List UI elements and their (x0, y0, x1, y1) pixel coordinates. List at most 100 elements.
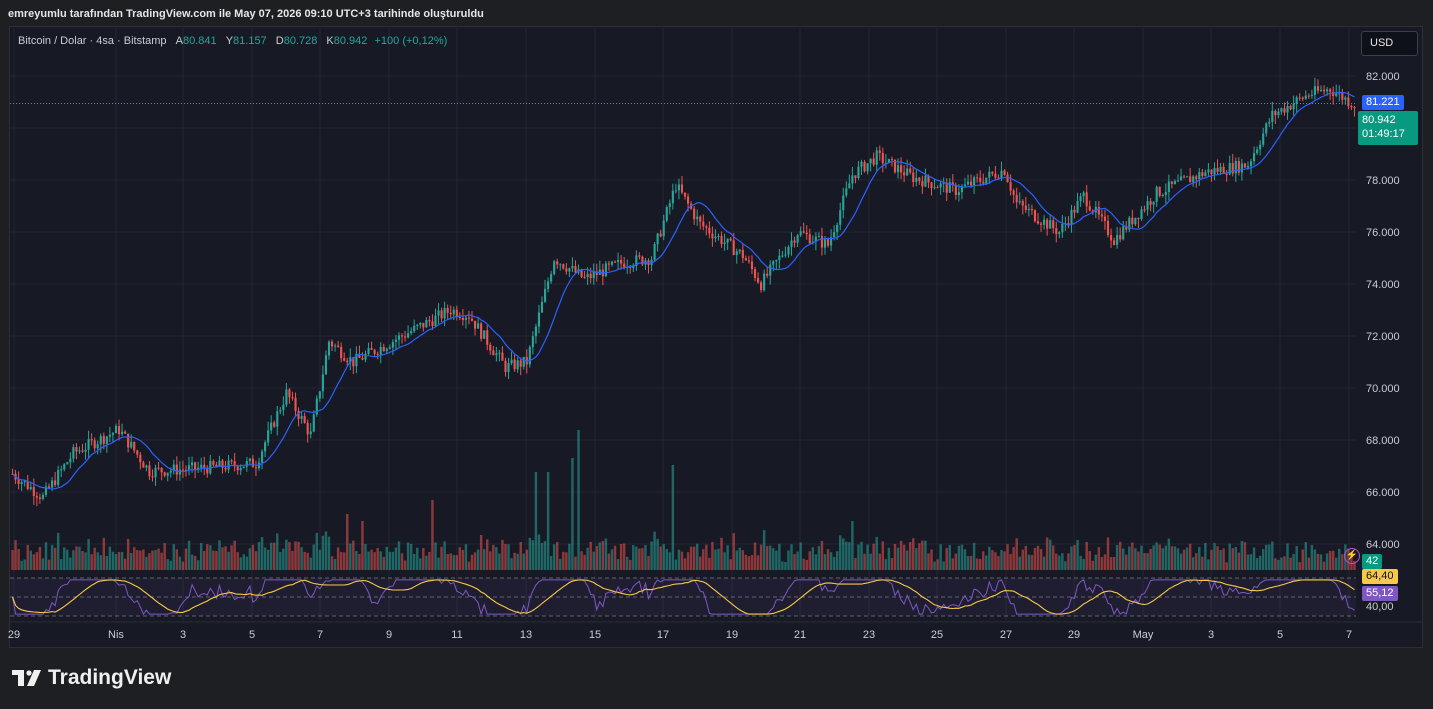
candle-body (1295, 97, 1298, 104)
volume-bar (1033, 547, 1037, 570)
candle-body (1192, 176, 1195, 183)
candle-body (778, 255, 781, 261)
candle-body (334, 345, 337, 347)
volume-bar (23, 559, 26, 570)
candle-body (677, 184, 681, 191)
volume-bar (988, 546, 991, 570)
volume-bar (35, 552, 39, 570)
candle-body (1006, 174, 1009, 183)
time-tick-label: 25 (931, 629, 943, 641)
volume-bar (781, 561, 784, 570)
candle-body (948, 182, 951, 193)
volume-bar (1310, 544, 1314, 570)
volume-bar (1265, 544, 1268, 570)
candle-body (239, 467, 242, 471)
candle-body (1003, 170, 1006, 175)
volume-bar (151, 550, 154, 570)
tradingview-logo-icon (12, 670, 41, 686)
currency-button[interactable]: USD (1361, 31, 1418, 56)
tradingview-logo[interactable]: TradingView (12, 666, 171, 690)
candle-body (988, 171, 991, 178)
candle-body (610, 261, 614, 265)
candle-body (589, 273, 592, 279)
candle-body (449, 312, 452, 315)
volume-bar (157, 548, 160, 570)
candle-body (169, 470, 172, 473)
candle-body (979, 177, 982, 182)
candle-body (1067, 223, 1070, 225)
volume-bar (750, 555, 754, 570)
volume-bar (680, 551, 684, 570)
volume-bar (403, 560, 407, 570)
volume-bar (87, 538, 90, 570)
time-tick-label: 5 (249, 629, 255, 641)
grid-lines (10, 28, 1356, 620)
candle-body (1265, 123, 1268, 134)
price-axis[interactable]: 64.000 66.000 68.000 70.000 72.000 74.000 76.0… (1366, 71, 1400, 613)
volume-bar (924, 540, 927, 570)
volume-bar (1164, 545, 1168, 570)
candle-body (1292, 103, 1295, 110)
volume-bar (835, 551, 839, 570)
volume-bar (1289, 557, 1292, 570)
candle-body (151, 476, 154, 478)
candle-body (425, 320, 428, 328)
volume-bar (1216, 546, 1219, 570)
volume-bar (890, 557, 894, 570)
candle-body (23, 481, 26, 483)
volume-bar (263, 547, 267, 570)
volume-bar (1176, 548, 1180, 570)
volume-bar (653, 531, 656, 570)
candle-body (632, 266, 635, 269)
volume-bar (93, 547, 96, 570)
candle-body (735, 251, 738, 256)
candle-body (300, 416, 303, 419)
volume-bar (1179, 553, 1183, 570)
candle-body (1000, 170, 1003, 179)
candle-body (340, 346, 343, 359)
volume-bar (641, 548, 644, 570)
candle-body (93, 440, 96, 449)
volume-bar (1191, 557, 1195, 570)
volume-bar (56, 532, 60, 570)
candle-body (489, 344, 492, 351)
candle-body (66, 462, 69, 465)
price-tick-label: 68.000 (1366, 435, 1400, 447)
candle-body (760, 282, 763, 291)
time-axis[interactable]: 29 Nis 3 5 7 9 11 13 15 17 19 21 23 25 27 29 May 3 5 7 (8, 621, 1423, 641)
volume-bar (1240, 541, 1244, 570)
volume-bar (601, 540, 605, 570)
volume-bar (1100, 557, 1104, 570)
volume-bar (14, 540, 17, 570)
candle-body (1088, 206, 1091, 211)
candle-body (556, 261, 559, 265)
volume-bar (339, 552, 343, 570)
volume-bar (586, 547, 589, 570)
legend-close-label: K (326, 35, 334, 47)
volume-bar (1064, 561, 1067, 570)
candle-body (537, 312, 541, 327)
candle-body (869, 158, 872, 164)
volume-bar (446, 554, 449, 570)
candle-body (1198, 172, 1201, 180)
candle-body (534, 326, 537, 337)
volume-bar (741, 550, 745, 570)
legend-low: 80.728 (283, 35, 318, 47)
rsi-tick-label: 40,00 (1366, 601, 1394, 613)
volume-bar (1006, 544, 1009, 570)
chart-caption: emreyumlu tarafından TradingView.com ile… (8, 8, 484, 20)
candle-body (836, 224, 839, 233)
price-tick-label: 74.000 (1366, 279, 1400, 291)
volume-bar (1246, 554, 1250, 570)
volume-bar (1155, 542, 1158, 570)
volume-bar (616, 559, 620, 570)
candle-body (1225, 173, 1228, 175)
alert-icon[interactable]: ⚡ (1344, 548, 1360, 564)
volume-bar (1146, 553, 1149, 570)
legend-high-label: Y (225, 35, 234, 47)
volume-bar (382, 557, 385, 570)
volume-bar (1167, 538, 1171, 570)
candle-body (108, 434, 111, 437)
volume-bar (625, 556, 629, 570)
